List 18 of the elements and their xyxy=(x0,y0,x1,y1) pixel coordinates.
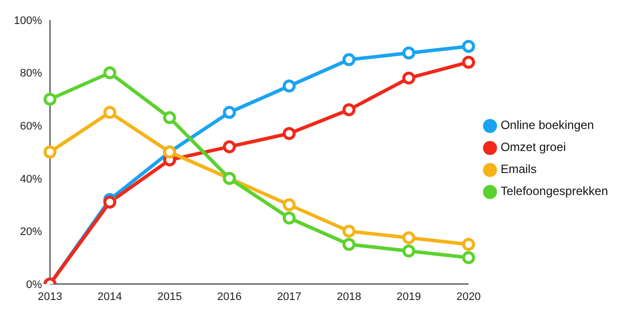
x-tick-label: 2016 xyxy=(217,290,242,303)
y-tick-label: 40% xyxy=(20,173,42,186)
x-tick-label: 2019 xyxy=(396,290,422,303)
y-tick-label: 100% xyxy=(14,14,42,27)
y-tick-label: 80% xyxy=(20,68,42,80)
x-tick-label: 2017 xyxy=(276,290,302,303)
x-tick-label: 2018 xyxy=(336,290,362,303)
legend-label: Omzet groei xyxy=(500,140,566,154)
legend-label: Emails xyxy=(500,162,537,176)
legend-label: Online boekingen xyxy=(500,118,594,132)
x-tick-label: 2013 xyxy=(38,290,62,303)
y-tick-label: 20% xyxy=(20,226,42,238)
legend-label: Telefoongesprekken xyxy=(500,184,608,198)
y-tick-label: 0% xyxy=(26,278,42,291)
y-tick-label: 60% xyxy=(20,120,42,133)
x-tick-label: 2014 xyxy=(98,290,122,303)
x-tick-label: 2020 xyxy=(456,290,481,303)
x-tick-label: 2015 xyxy=(157,290,182,303)
